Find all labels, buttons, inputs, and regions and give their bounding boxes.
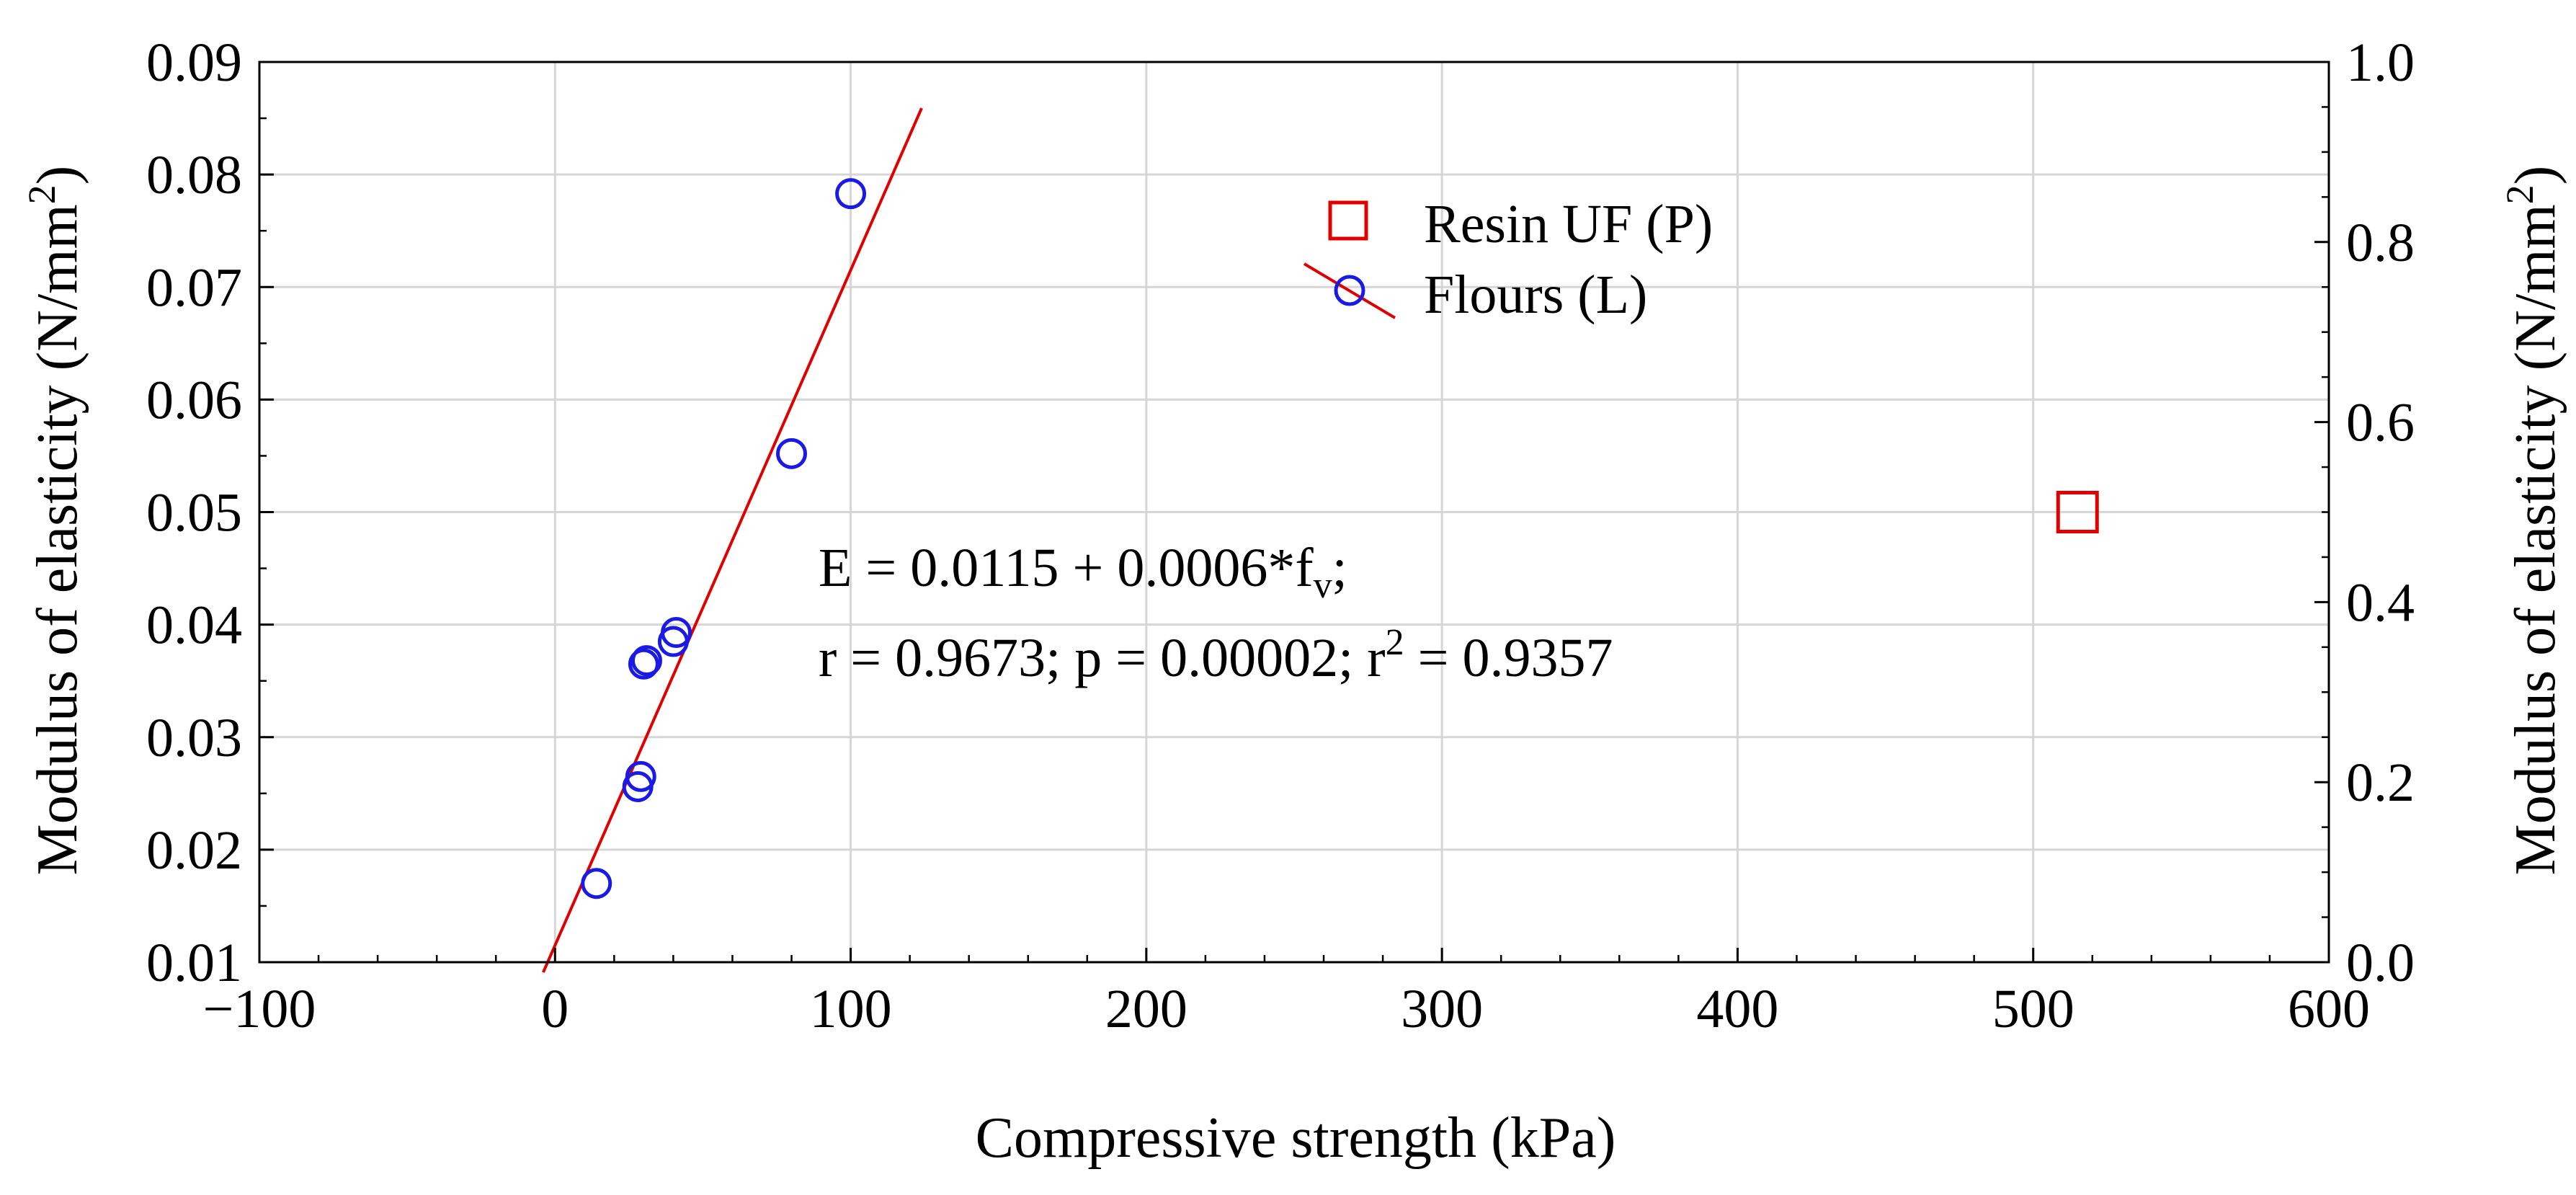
legend-marker-flours	[1334, 275, 1365, 306]
x-tick-label: 0	[541, 979, 569, 1039]
x-tick-label: 500	[1992, 979, 2074, 1039]
y-axis-label-sup: 2	[20, 185, 63, 204]
stats-superscript: 2	[1386, 622, 1404, 663]
data-point-flours	[625, 760, 656, 792]
x-tick-label: 200	[1105, 979, 1187, 1039]
y-tick-label: 0.07	[146, 257, 242, 318]
y-tick-label: 0.03	[146, 708, 242, 768]
regression-line	[542, 107, 923, 973]
y-axis-label-close: )	[26, 166, 89, 185]
y2-tick-label: 0.4	[2346, 572, 2415, 633]
y-tick-label: 0.09	[146, 32, 242, 93]
y2-axis-label-close: )	[2504, 166, 2567, 185]
regression-statistics: r = 0.9673; p = 0.00002; r2 = 0.9357	[819, 622, 1613, 688]
stats-main: r = 0.9673; p = 0.00002; r	[819, 628, 1386, 688]
legend-label-flours: Flours (L)	[1424, 265, 1647, 325]
y-tick-label: 0.06	[146, 370, 242, 430]
equation-end: ;	[1332, 538, 1347, 598]
y-tick-label: 0.01	[146, 933, 242, 993]
y2-axis-label-main: Modulus of elasticity (N/mm	[2504, 204, 2567, 875]
grid-lines	[259, 62, 2329, 962]
y-tick-labels: 0.01 0.02 0.03 0.04 0.05 0.06 0.07 0.08 0.09	[146, 32, 242, 993]
data-point-flours	[581, 868, 612, 899]
data-point-resin-uf	[2056, 491, 2099, 533]
legend: Resin UF (P) Flours (L)	[1303, 194, 1713, 325]
y2-tick-label: 0.8	[2346, 213, 2415, 273]
y-tick-label: 0.05	[146, 483, 242, 543]
legend-line-flours	[1303, 262, 1396, 319]
x-tick-label: 600	[2288, 979, 2370, 1039]
legend-marker-resin-uf	[1328, 200, 1368, 241]
data-point-flours	[630, 645, 662, 677]
y2-axis-label-sup: 2	[2498, 185, 2541, 204]
x-tick-label: 300	[1401, 979, 1483, 1039]
data-point-flours	[835, 178, 867, 210]
y-axis-label: Modulus of elasticity (N/mm2)	[20, 166, 89, 876]
stats-end: = 0.9357	[1404, 628, 1613, 688]
y2-tick-label: 1.0	[2346, 32, 2415, 93]
x-tick-label: 400	[1696, 979, 1778, 1039]
regression-line-group	[542, 107, 923, 973]
y2-axis-label: Modulus of elasticity (N/mm2)	[2498, 166, 2567, 876]
data-point-flours	[776, 437, 808, 469]
data-point-flours	[661, 617, 692, 649]
x-tick-label: −100	[203, 979, 316, 1039]
y-tick-label: 0.08	[146, 145, 242, 205]
axis-ticks	[258, 61, 2330, 964]
y-tick-label: 0.04	[146, 595, 242, 656]
x-tick-label: 100	[810, 979, 892, 1039]
x-tick-labels: −100 0 100 200 300 400 500 600	[203, 979, 2370, 1039]
y-tick-label: 0.02	[146, 820, 242, 881]
x-axis-label: Compressive strength (kPa)	[976, 1106, 1616, 1170]
equation-main: E = 0.0115 + 0.0006*f	[819, 538, 1314, 598]
y2-tick-labels: 0.0 0.2 0.4 0.6 0.8 1.0	[2346, 32, 2415, 993]
regression-equation: E = 0.0115 + 0.0006*fv;	[819, 538, 1347, 606]
y2-tick-label: 0.6	[2346, 393, 2415, 453]
data-point-flours	[628, 648, 659, 680]
legend-label-resin-uf: Resin UF (P)	[1424, 194, 1713, 254]
data-points	[581, 178, 2099, 899]
y2-tick-label: 0.0	[2346, 933, 2415, 993]
y-axis-label-main: Modulus of elasticity (N/mm	[26, 204, 89, 875]
y2-tick-label: 0.2	[2346, 752, 2415, 813]
equation-subscript: v	[1314, 565, 1332, 606]
